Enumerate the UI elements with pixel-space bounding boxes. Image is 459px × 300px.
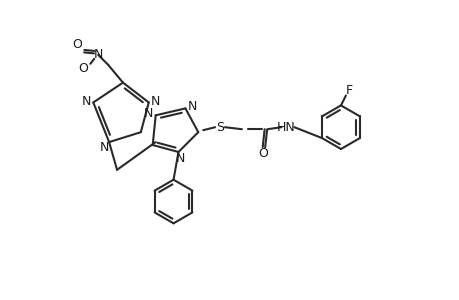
Text: N: N [82,95,91,108]
Text: O: O [257,148,267,160]
Text: O: O [73,38,82,52]
Text: N: N [187,100,196,113]
Text: F: F [345,84,352,97]
Text: S: S [216,121,224,134]
Text: HN: HN [276,121,295,134]
Text: N: N [99,140,109,154]
Text: N: N [144,107,153,120]
Text: O: O [78,62,88,75]
Text: N: N [151,95,160,108]
Text: N: N [93,48,103,62]
Text: N: N [175,152,185,165]
